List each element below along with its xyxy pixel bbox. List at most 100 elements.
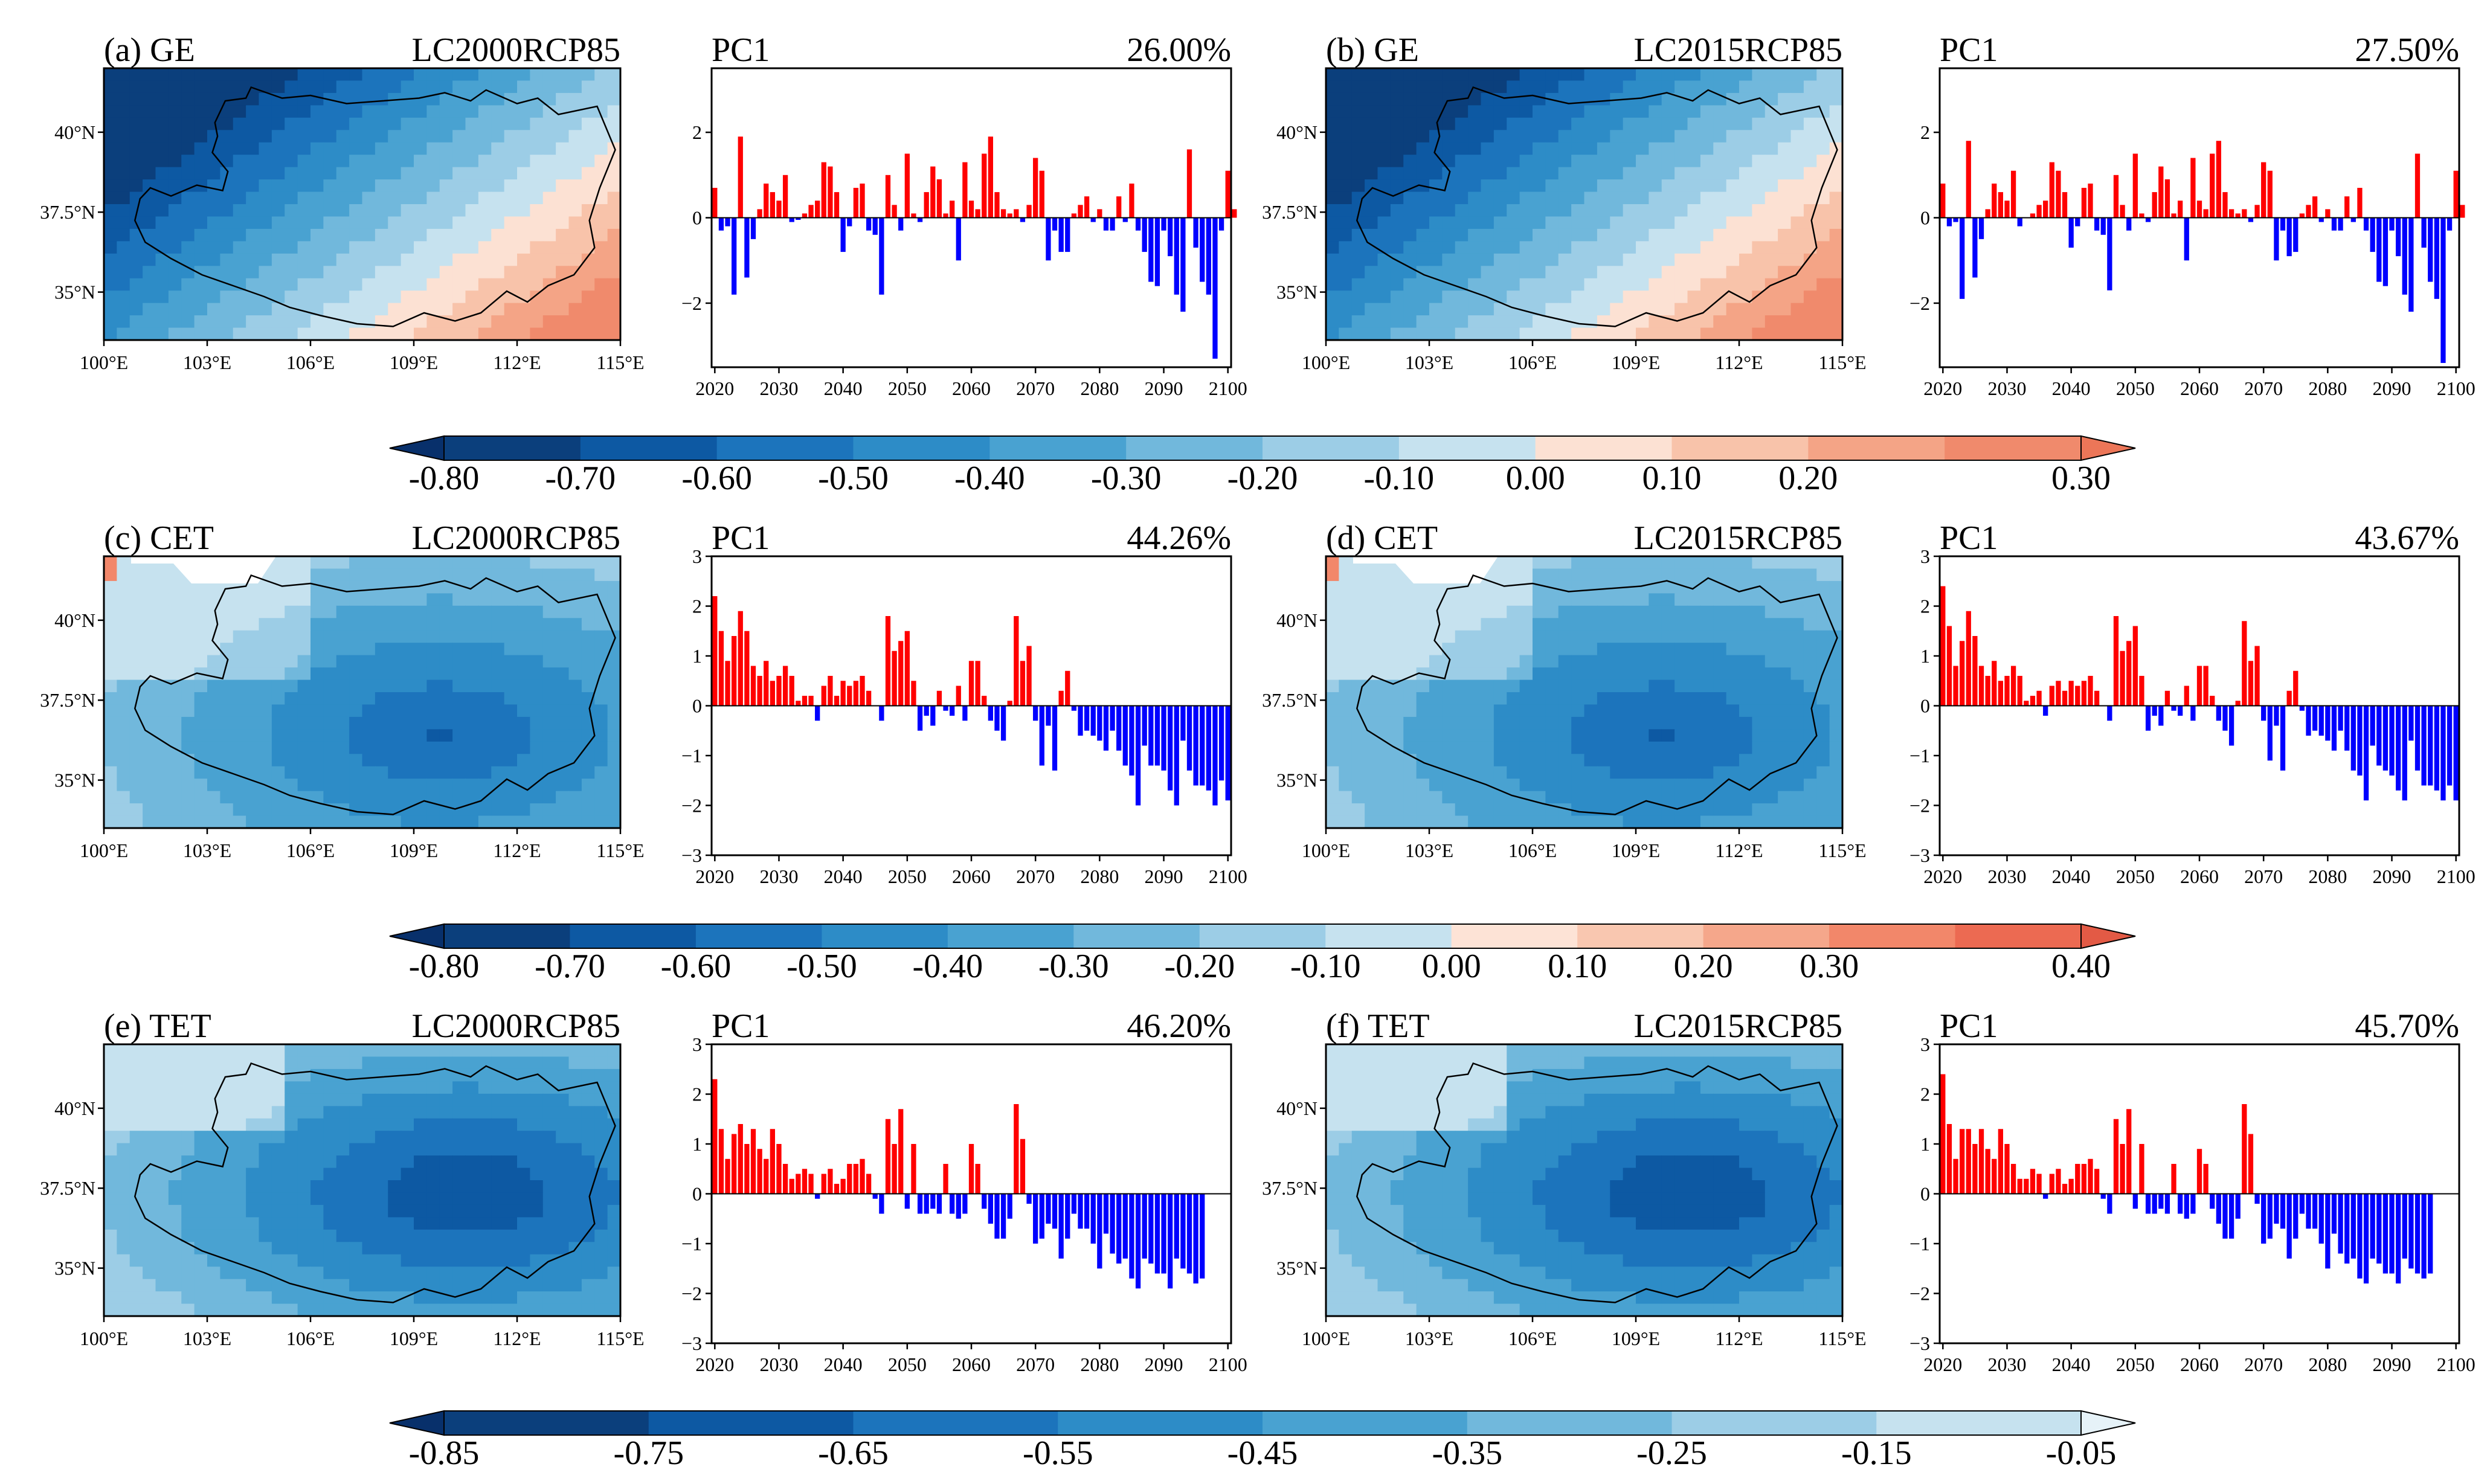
map-contour-cell — [1571, 253, 1585, 266]
map-contour-cell — [465, 1056, 479, 1070]
map-contour-cell — [439, 1254, 453, 1267]
map-contour-cell — [1403, 216, 1417, 230]
map-contour-cell — [1416, 80, 1430, 94]
map-contour-cell — [504, 303, 518, 316]
map-contour-cell — [1416, 741, 1430, 754]
map-contour-cell — [452, 228, 466, 242]
map-contour-cell — [478, 766, 492, 779]
map-contour-cell — [349, 754, 363, 767]
map-contour-cell — [129, 803, 143, 817]
map-contour-cell — [220, 1093, 234, 1107]
map-contour-cell — [233, 1279, 246, 1292]
map-contour-cell — [233, 630, 246, 643]
map-contour-cell — [1507, 630, 1520, 643]
colorbar-segment — [1398, 436, 1536, 460]
map-contour-cell — [1339, 779, 1353, 792]
map-contour-cell — [1829, 278, 1843, 291]
map-contour-cell — [517, 1267, 530, 1280]
map-contour-cell — [452, 155, 466, 168]
map-contour-cell — [181, 80, 195, 94]
map-contour-cell — [1507, 105, 1520, 118]
map-contour-cell — [349, 1143, 363, 1156]
map-contour-cell — [581, 655, 595, 668]
map-contour-cell — [1623, 253, 1636, 266]
map-contour-cell — [388, 1267, 402, 1280]
map-contour-cell — [1661, 291, 1675, 304]
map-contour-cell — [1533, 303, 1546, 316]
map-contour-cell — [1533, 692, 1546, 705]
map-contour-cell — [1481, 791, 1494, 804]
map-contour-cell — [104, 692, 117, 705]
map-contour-cell — [1661, 716, 1675, 730]
map-contour-cell — [607, 68, 621, 82]
map-contour-cell — [491, 766, 505, 779]
pc1-bar — [2196, 666, 2202, 706]
map-contour-cell — [1790, 117, 1804, 130]
map-contour-cell — [1326, 278, 1339, 291]
map-contour-cell — [1403, 241, 1417, 254]
map-contour-cell — [336, 729, 350, 742]
map-contour-cell — [1429, 779, 1443, 792]
map-contour-cell — [271, 1180, 285, 1193]
map-contour-cell — [426, 1279, 440, 1292]
map-contour-cell — [1429, 580, 1443, 594]
map-contour-cell — [1339, 278, 1353, 291]
pc1-bar — [2453, 705, 2459, 801]
map-contour-cell — [1442, 704, 1456, 718]
map-contour-cell — [1416, 593, 1430, 606]
map-panel-title-right: LC2015RCP85 — [1634, 31, 1842, 69]
map-contour-cell — [1493, 556, 1507, 570]
map-contour-cell — [1584, 68, 1598, 82]
map-contour-cell — [362, 779, 376, 792]
map-contour-cell — [517, 692, 530, 705]
map-contour-cell — [568, 791, 582, 804]
map-contour-cell — [542, 303, 556, 316]
map-contour-cell — [375, 1168, 388, 1181]
map-contour-cell — [556, 315, 570, 329]
map-contour-cell — [1339, 117, 1353, 130]
map-contour-cell — [1816, 241, 1830, 254]
map-contour-cell — [1493, 228, 1507, 242]
map-contour-cell — [1403, 167, 1417, 180]
map-contour-cell — [104, 105, 117, 118]
map-contour-cell — [297, 556, 311, 570]
map-contour-cell — [181, 204, 195, 217]
map-contour-cell — [104, 791, 117, 804]
map-contour-cell — [1442, 241, 1456, 254]
map-contour-cell — [336, 167, 350, 180]
map-contour-cell — [542, 679, 556, 693]
pc1-bar — [834, 192, 840, 218]
map-contour-cell — [104, 754, 117, 767]
map-contour-cell — [1713, 204, 1727, 217]
map-contour-cell — [426, 117, 440, 130]
map-contour-cell — [1636, 191, 1649, 205]
map-contour-cell — [594, 315, 608, 329]
map-contour-cell — [104, 679, 117, 693]
map-contour-cell — [1739, 779, 1752, 792]
map-contour-cell — [1339, 716, 1353, 730]
map-contour-cell — [1661, 766, 1675, 779]
map-contour-cell — [259, 1081, 272, 1094]
map-contour-cell — [607, 327, 621, 341]
map-contour-cell — [1778, 167, 1792, 180]
map-contour-cell — [1519, 716, 1533, 730]
map-contour-cell — [336, 1217, 350, 1230]
map-contour-cell — [143, 815, 156, 829]
map-contour-cell — [323, 80, 337, 94]
map-contour-cell — [207, 779, 220, 792]
pc1-bar — [1174, 705, 1179, 806]
map-contour-cell — [1468, 303, 1482, 316]
map-contour-cell — [349, 1118, 363, 1131]
map-contour-cell — [1545, 117, 1559, 130]
map-contour-cell — [1610, 105, 1624, 118]
map-contour-cell — [1558, 266, 1572, 279]
map-contour-cell — [530, 679, 544, 693]
map-contour-cell — [452, 1081, 466, 1094]
map-contour-cell — [401, 241, 414, 254]
pc1-xtick-label: 2070 — [2244, 377, 2283, 399]
map-contour-cell — [310, 1068, 324, 1082]
map-contour-cell — [323, 278, 337, 291]
map-contour-cell — [607, 1168, 621, 1181]
map-contour-cell — [117, 766, 130, 779]
map-contour-cell — [1726, 618, 1740, 631]
